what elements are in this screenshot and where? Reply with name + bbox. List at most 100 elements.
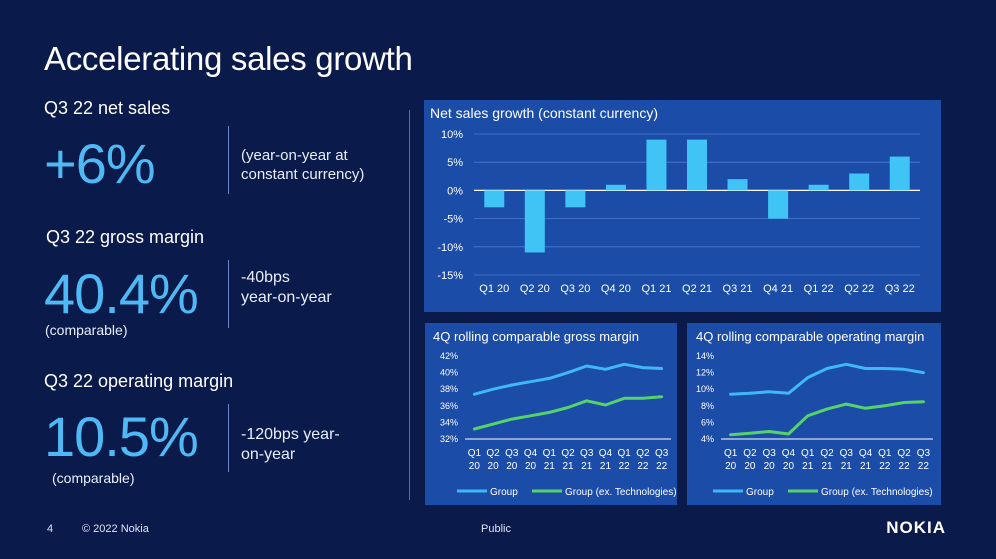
x-tick-label-quarter: Q2	[486, 448, 500, 459]
x-tick-label-year: 20	[525, 461, 537, 472]
bar	[687, 139, 707, 191]
bar	[768, 190, 789, 219]
y-tick-label: -15%	[437, 270, 463, 282]
operating-margin-panel: 4Q rolling comparable operating margin 1…	[687, 323, 941, 505]
x-tick-label-year: 21	[860, 461, 872, 472]
x-tick-label-quarter: Q1	[724, 448, 738, 459]
x-tick-label-year: 22	[879, 461, 891, 472]
x-tick-label-year: 22	[899, 461, 911, 472]
bar	[646, 139, 667, 191]
x-tick-label-year: 20	[506, 461, 518, 472]
bar	[808, 184, 829, 191]
y-tick-label: -10%	[437, 242, 463, 254]
kpi-gross-margin-label: Q3 22 gross margin	[46, 227, 205, 247]
x-tick-label: Q3 21	[723, 283, 753, 295]
x-tick-label-quarter: Q3	[505, 448, 519, 459]
y-tick-label: -5%	[443, 214, 463, 226]
x-tick-label-year: 20	[783, 461, 795, 472]
kpi-gross-margin-value: 40.4%	[44, 262, 199, 325]
kpi-net-sales-desc-line-1: (year-on-year at	[241, 147, 348, 164]
bar	[889, 156, 910, 191]
x-tick-label: Q1 21	[641, 283, 671, 295]
x-tick-label-year: 22	[619, 461, 631, 472]
operating-margin-chart: 14% 12% 10% 8% 6% 4% Q1 20 Q2 20 Q3 20 Q4 20 Q1 21 Q2 21 Q…	[696, 351, 933, 498]
kpi-operating-margin-desc: -120bps year- on-year	[241, 425, 340, 465]
x-tick-label-quarter: Q1	[618, 448, 632, 459]
net-sales-growth-title: Net sales growth (constant currency)	[430, 105, 658, 121]
x-tick-label-year: 21	[821, 461, 833, 472]
bar	[727, 179, 748, 191]
kpi-operating-margin-label: Q3 22 operating margin	[44, 371, 234, 391]
kpi-operating-margin-desc-line-2: on-year	[241, 446, 296, 463]
series-line	[729, 362, 925, 396]
kpi-net-sales-desc-line-2: constant currency)	[241, 166, 365, 183]
y-tick-label: 40%	[440, 368, 458, 378]
x-tick-label-year: 20	[488, 461, 500, 472]
kpi-divider	[228, 260, 229, 328]
series-line	[472, 395, 664, 431]
x-tick-label-year: 21	[600, 461, 612, 472]
x-tick-label-quarter: Q3	[840, 448, 854, 459]
y-tick-label: 34%	[440, 417, 458, 427]
net-sales-growth-chart: 10% 5% 0% -5% -10% -15% Q1 20 Q2 20 Q3 20 Q4 20 Q1…	[437, 129, 920, 295]
series-line	[472, 362, 664, 396]
page-title: Accelerating sales growth	[44, 40, 413, 77]
x-tick-label-year: 22	[637, 461, 649, 472]
y-tick-label: 36%	[440, 401, 458, 411]
kpi-gross-margin-sub: (comparable)	[45, 322, 128, 338]
y-tick-label: 0%	[447, 185, 463, 197]
x-tick-label-quarter: Q3	[917, 448, 931, 459]
kpi-operating-margin-sub: (comparable)	[52, 470, 135, 486]
y-tick-label: 14%	[696, 351, 714, 361]
x-tick-label-quarter: Q1	[878, 448, 892, 459]
kpi-net-sales-value: +6%	[44, 132, 156, 195]
legend-label: Group (ex. Technologies)	[565, 487, 677, 498]
x-tick-label: Q3 22	[885, 283, 915, 295]
x-tick-label-quarter: Q4	[524, 448, 538, 459]
x-tick-label: Q1 20	[479, 283, 509, 295]
x-tick-label-year: 20	[469, 461, 481, 472]
y-tick-label: 10%	[696, 384, 714, 394]
x-tick-label-quarter: Q1	[801, 448, 815, 459]
gross-margin-chart: 42% 40% 38% 36% 34% 32% Q1 20 Q2 20 Q3 20 Q4 20 Q1 21 Q2…	[440, 351, 677, 498]
x-tick-label: Q4 21	[763, 283, 793, 295]
x-tick-label-year: 21	[841, 461, 853, 472]
legend-label: Group	[490, 487, 518, 498]
x-tick-label-year: 21	[802, 461, 814, 472]
x-tick-label-year: 21	[544, 461, 556, 472]
bar	[524, 190, 545, 253]
x-tick-label-quarter: Q2	[897, 448, 911, 459]
x-tick-label-quarter: Q3	[655, 448, 669, 459]
y-tick-label: 5%	[447, 157, 463, 169]
legend-label: Group	[746, 487, 774, 498]
x-tick-label-year: 20	[764, 461, 776, 472]
x-tick-label-quarter: Q2	[743, 448, 757, 459]
kpi-gross-margin-desc-line-1: -40bps	[241, 269, 290, 286]
x-tick-label: Q2 21	[682, 283, 712, 295]
x-tick-label: Q3 20	[560, 283, 590, 295]
legend-label: Group (ex. Technologies)	[821, 487, 933, 498]
x-tick-label-quarter: Q3	[580, 448, 594, 459]
kpi-net-sales-desc: (year-on-year at constant currency)	[241, 146, 364, 184]
bar	[484, 190, 505, 208]
x-tick-label-quarter: Q2	[820, 448, 834, 459]
x-tick-label-quarter: Q4	[599, 448, 613, 459]
x-tick-label: Q1 22	[804, 283, 834, 295]
x-tick-label-year: 20	[725, 461, 737, 472]
kpi-divider	[228, 404, 229, 472]
gross-margin-panel: 4Q rolling comparable gross margin 42% 40…	[425, 323, 677, 505]
section-divider	[409, 110, 410, 500]
x-tick-label-quarter: Q2	[561, 448, 575, 459]
y-tick-label: 4%	[701, 434, 714, 444]
x-tick-label-year: 21	[581, 461, 593, 472]
y-tick-label: 42%	[440, 351, 458, 361]
y-tick-label: 6%	[701, 417, 714, 427]
series-line	[729, 400, 925, 437]
x-tick-label-quarter: Q4	[859, 448, 873, 459]
kpi-divider	[228, 126, 229, 194]
gross-margin-title: 4Q rolling comparable gross margin	[433, 329, 639, 344]
x-tick-label-quarter: Q4	[782, 448, 796, 459]
kpi-net-sales-label: Q3 22 net sales	[44, 98, 171, 118]
kpi-gross-margin-desc: -40bps year-on-year	[241, 268, 332, 308]
y-tick-label: 8%	[701, 401, 714, 411]
